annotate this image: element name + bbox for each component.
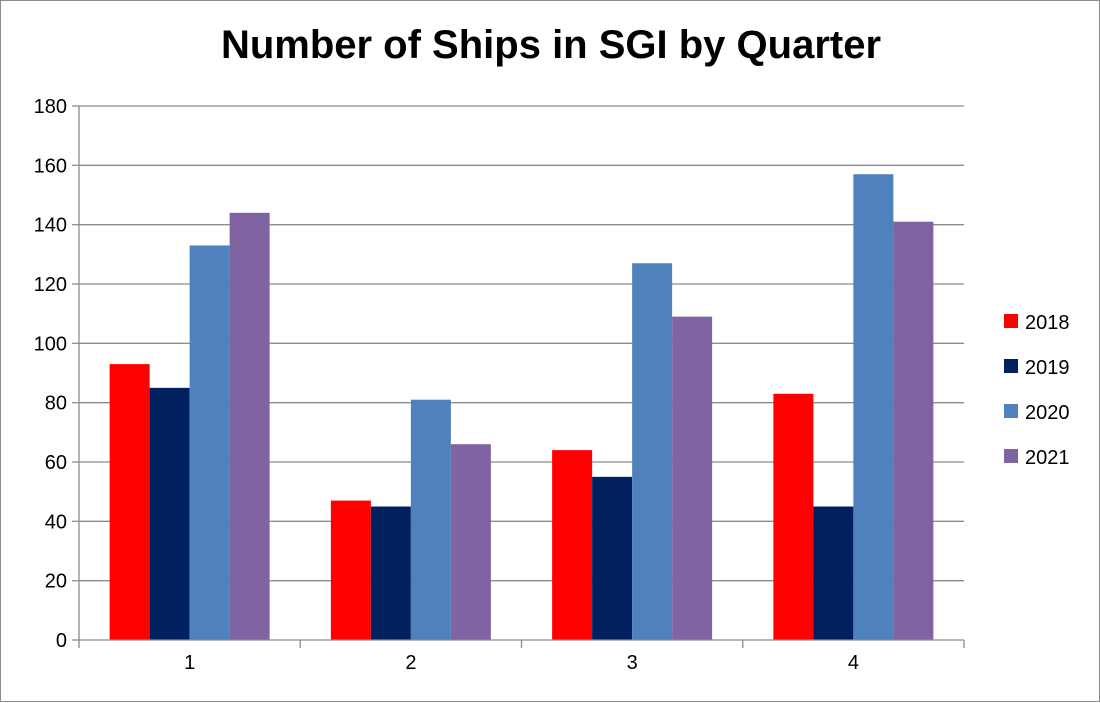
bar-2018-q3	[552, 450, 593, 640]
x-tick-label: 2	[405, 652, 416, 674]
bar-2019-q4	[813, 506, 854, 640]
legend-label-2020: 2020	[1025, 402, 1070, 424]
y-tick-label: 140	[34, 215, 67, 237]
bar-2019-q1	[149, 387, 190, 640]
y-tick-label: 20	[45, 571, 67, 593]
bar-2019-q2	[370, 506, 411, 640]
bar-2021-q4	[893, 221, 934, 640]
x-tick-label: 1	[184, 652, 195, 674]
legend-label-2021: 2021	[1025, 447, 1070, 469]
legend-swatch-2018	[1004, 314, 1018, 328]
bar-2019-q3	[592, 476, 633, 640]
bar-2020-q2	[410, 399, 451, 640]
y-tick-label: 60	[45, 452, 67, 474]
legend-swatch-2019	[1004, 359, 1018, 373]
bar-2021-q1	[229, 212, 270, 641]
bar-2020-q1	[189, 245, 230, 640]
bar-2018-q4	[773, 393, 814, 640]
bar-2021-q2	[450, 444, 491, 640]
x-tick-label: 3	[627, 652, 638, 674]
y-tick-label: 80	[45, 393, 67, 415]
bar-2020-q3	[632, 263, 673, 640]
bar-2018-q2	[330, 500, 371, 640]
chart-title: Number of Ships in SGI by Quarter	[220, 23, 882, 67]
legend-label-2019: 2019	[1025, 357, 1070, 379]
y-tick-label: 40	[45, 511, 67, 533]
legend-swatch-2020	[1004, 404, 1018, 418]
y-tick-label: 0	[56, 630, 67, 652]
x-tick-label: 4	[848, 652, 859, 674]
bar-2018-q1	[109, 364, 150, 640]
bar-2021-q3	[672, 316, 713, 640]
y-tick-label: 100	[34, 333, 67, 355]
legend: 2018 2019 2020 2021	[1004, 312, 1070, 469]
bars	[109, 174, 934, 641]
bar-2020-q4	[853, 174, 894, 640]
y-tick-label: 160	[34, 155, 67, 177]
y-tick-label: 180	[34, 96, 67, 118]
legend-swatch-2021	[1004, 449, 1018, 463]
y-tick-label: 120	[34, 274, 67, 296]
legend-label-2018: 2018	[1025, 312, 1070, 334]
axes: 0 20 40 60 80 100 120 140 160 180 1 2 3 4	[34, 96, 965, 674]
